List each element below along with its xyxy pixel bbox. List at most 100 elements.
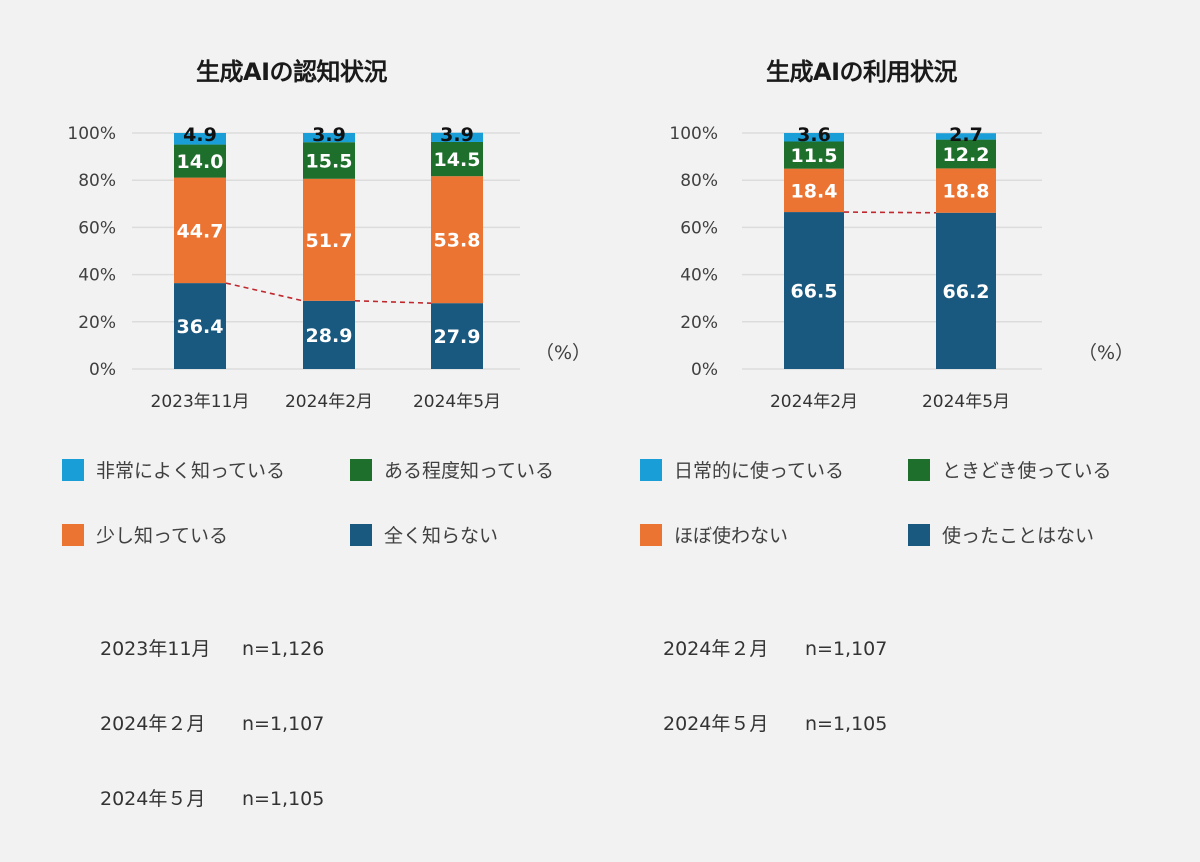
x-category-label: 2024年5月	[922, 392, 1010, 412]
data-label: 4.9	[183, 124, 217, 146]
y-tick-label: 60%	[680, 218, 718, 238]
legend-swatch	[908, 523, 930, 546]
awareness-panel: 生成AIの認知状況 0% 20% 40% 60% 80% 100% 36.4 44.7 14.0…	[0, 0, 600, 810]
x-category-label: 2024年2月	[770, 392, 858, 412]
data-label: 53.8	[434, 230, 481, 252]
bar-segment	[174, 133, 226, 145]
bar-segment	[936, 133, 996, 140]
bar-segment	[431, 141, 483, 177]
bar-segment	[936, 139, 996, 169]
y-tick-label: 100%	[669, 124, 718, 144]
sample-n: n=1,105	[805, 713, 888, 735]
y-tick-label: 0%	[691, 360, 718, 380]
legend-swatch	[62, 458, 84, 481]
sample-n: n=1,107	[805, 638, 888, 660]
legend-label: 使ったことはない	[942, 525, 1095, 547]
bar-segment	[431, 132, 483, 142]
legend-label: 全く知らない	[384, 525, 499, 547]
bar-segment	[784, 133, 844, 142]
data-label: 3.9	[312, 124, 346, 146]
bar-segment	[174, 283, 226, 369]
data-label: 66.5	[791, 281, 838, 303]
bar-segment	[303, 178, 355, 301]
legend-label: ほぼ使わない	[674, 525, 789, 547]
legend-swatch	[62, 523, 84, 546]
y-tick-label: 60%	[78, 218, 116, 238]
data-label: 36.4	[177, 316, 224, 338]
data-label: 2.7	[949, 124, 983, 146]
sample-size-list: 2023年11月 n=1,126 2024年２月 n=1,107 2024年５月 n=…	[100, 587, 324, 862]
y-tick-label: 20%	[78, 313, 116, 333]
legend-item-daily-use: 日常的に使っている	[640, 456, 844, 483]
unit-label: （%）	[1078, 342, 1134, 364]
awareness-chart-title: 生成AIの認知状況	[196, 58, 388, 86]
bar-segment	[784, 141, 844, 169]
bar-segment	[936, 212, 996, 369]
sample-n: n=1,107	[242, 713, 325, 735]
sample-date: 2024年２月	[100, 713, 206, 735]
y-tick-label: 80%	[78, 171, 116, 191]
data-label: 3.9	[440, 124, 474, 146]
legend-swatch	[350, 523, 372, 546]
trend-line	[354, 299, 432, 304]
sample-size-row: 2023年11月 n=1,126	[100, 637, 324, 662]
legend-label: 少し知っている	[96, 525, 229, 547]
legend-item-very-well-known: 非常によく知っている	[62, 456, 285, 483]
x-category-label: 2024年5月	[413, 392, 501, 412]
sample-n: n=1,105	[242, 788, 325, 810]
trend-line	[843, 211, 937, 214]
sample-size-row: 2024年２月 n=1,107	[100, 712, 324, 737]
legend-label: 日常的に使っている	[674, 460, 845, 482]
bar-segment	[174, 144, 226, 178]
bar-segment	[303, 300, 355, 369]
data-label: 11.5	[791, 145, 838, 167]
legend-swatch	[350, 458, 372, 481]
sample-date: 2023年11月	[100, 638, 211, 660]
bar-segment	[784, 212, 844, 369]
data-label: 14.5	[434, 149, 481, 171]
data-label: 14.0	[177, 151, 224, 173]
sample-size-row: 2024年５月 n=1,105	[100, 787, 324, 812]
sample-date: 2024年２月	[663, 638, 769, 660]
legend-item-little-known: 少し知っている	[62, 521, 228, 548]
bar-segment	[303, 133, 355, 143]
usage-panel: 生成AIの利用状況 0% 20% 40% 60% 80% 100% 66.5 18.4 11.5…	[600, 0, 1200, 735]
bar-segment	[431, 303, 483, 369]
bar-segment	[784, 168, 844, 213]
y-tick-label: 20%	[680, 313, 718, 333]
trend-line	[225, 282, 304, 302]
awareness-chart: 0% 20% 40% 60% 80% 100% 36.4 44.7 14.0 4.9 2023年11…	[67, 124, 591, 412]
sample-size-row: 2024年２月 n=1,107	[663, 637, 887, 662]
legend-label: ときどき使っている	[942, 460, 1112, 482]
legend-item-sometimes-use: ときどき使っている	[908, 456, 1111, 483]
data-label: 28.9	[306, 325, 353, 347]
y-tick-label: 100%	[67, 124, 116, 144]
legend-label: ある程度知っている	[384, 460, 555, 482]
data-label: 12.2	[943, 144, 990, 166]
sample-size-list: 2024年２月 n=1,107 2024年５月 n=1,105	[663, 587, 887, 787]
data-label: 44.7	[177, 220, 224, 242]
usage-chart-title: 生成AIの利用状況	[766, 58, 958, 86]
sample-date: 2024年５月	[663, 713, 769, 735]
usage-chart: 0% 20% 40% 60% 80% 100% 66.5 18.4 11.53.6 2024年2月…	[669, 124, 1134, 412]
data-label: 15.5	[306, 150, 353, 172]
unit-label: （%）	[535, 342, 591, 364]
x-category-label: 2024年2月	[285, 392, 373, 412]
y-tick-label: 0%	[89, 360, 116, 380]
data-label: 18.8	[943, 181, 990, 203]
bar-segment	[303, 142, 355, 179]
y-tick-label: 40%	[78, 266, 116, 286]
legend-swatch	[908, 458, 930, 481]
data-label: 18.4	[791, 180, 838, 202]
legend-item-somewhat-known: ある程度知っている	[350, 456, 554, 483]
legend-swatch	[640, 523, 662, 546]
x-category-label: 2023年11月	[151, 392, 250, 412]
legend-item-not-known: 全く知らない	[350, 521, 498, 548]
bar-segment	[174, 177, 226, 284]
legend-item-rarely-use: ほぼ使わない	[640, 521, 788, 548]
bar-segment	[936, 168, 996, 213]
legend-swatch	[640, 458, 662, 481]
y-tick-label: 80%	[680, 171, 718, 191]
sample-date: 2024年５月	[100, 788, 206, 810]
y-tick-label: 40%	[680, 266, 718, 286]
